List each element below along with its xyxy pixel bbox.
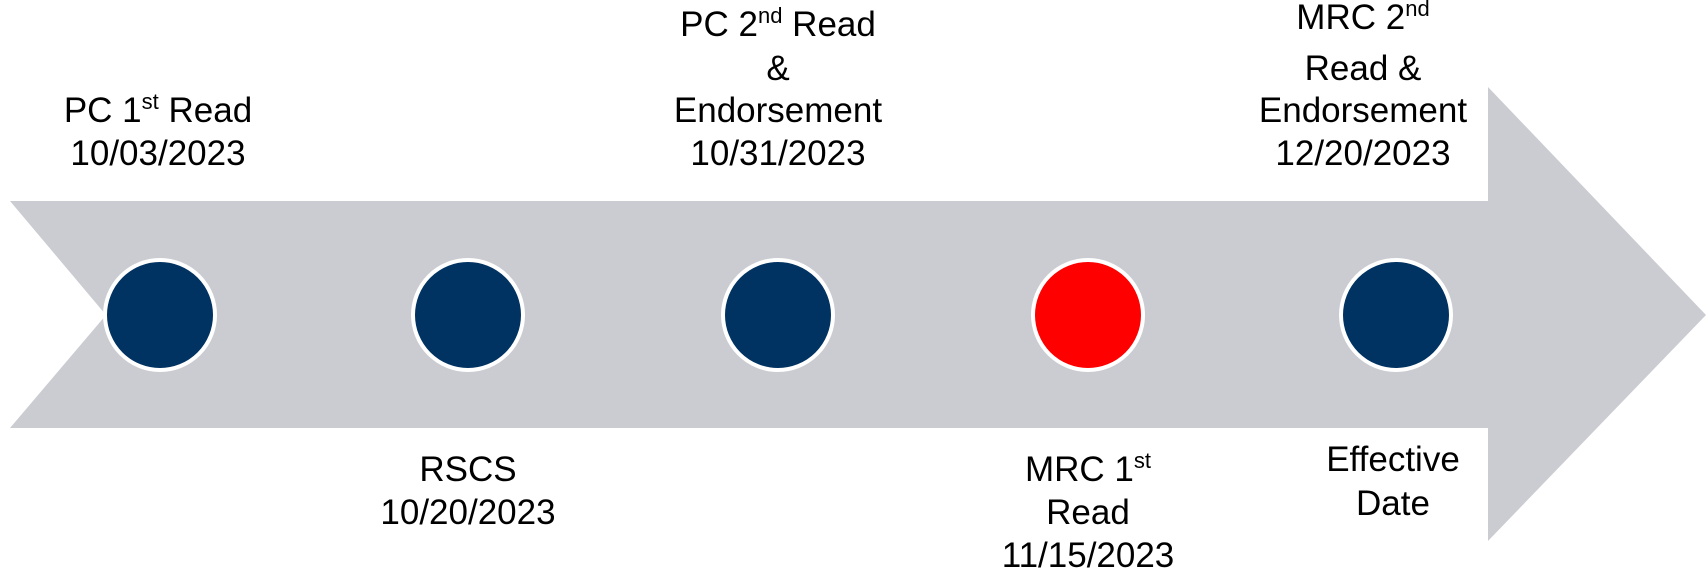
milestone-label: MRC 2nd — [1296, 0, 1429, 37]
milestone-label: Read & — [1305, 49, 1422, 88]
milestone-label: Endorsement — [674, 91, 882, 130]
label-text: 10/20/2023 — [380, 493, 555, 532]
label-text: 11/15/2023 — [1002, 536, 1175, 575]
milestone-label: PC 2nd Read — [680, 3, 876, 44]
milestone-dot — [103, 258, 217, 372]
label-text: Date — [1356, 484, 1430, 523]
label-text: Endorsement — [1259, 91, 1467, 130]
label-sup: nd — [1405, 0, 1429, 21]
label-sup: st — [1134, 448, 1151, 473]
milestone-label: 10/03/2023 — [70, 134, 245, 173]
milestone-label: & — [766, 49, 789, 88]
milestone-label: Read — [1046, 493, 1130, 532]
label-text: Effective — [1326, 440, 1460, 479]
milestone-dot — [721, 258, 835, 372]
milestone-dot — [1339, 258, 1453, 372]
timeline-arrow — [10, 87, 1706, 541]
milestone-label: MRC 1st — [1025, 448, 1151, 489]
label-text: 12/20/2023 — [1275, 134, 1450, 173]
label-text: & — [766, 49, 789, 88]
milestone-dot — [411, 258, 525, 372]
label-sup: st — [142, 89, 159, 114]
label-sup: nd — [758, 3, 782, 28]
milestone-label: 10/31/2023 — [690, 134, 865, 173]
milestone-label: Date — [1356, 484, 1430, 523]
label-text: MRC 2 — [1296, 0, 1405, 37]
milestone-label: Endorsement — [1259, 91, 1467, 130]
label-text: Endorsement — [674, 91, 882, 130]
label-text: 10/31/2023 — [690, 134, 865, 173]
milestone-label: 12/20/2023 — [1275, 134, 1450, 173]
milestone-label: PC 1st Read — [64, 89, 252, 130]
label-text: RSCS — [419, 450, 516, 489]
label-text: MRC 1 — [1025, 450, 1134, 489]
milestone-label: RSCS — [419, 450, 516, 489]
label-text: Read — [1046, 493, 1130, 532]
milestone-label: 11/15/2023 — [1002, 536, 1175, 575]
milestone-dot — [1031, 258, 1145, 372]
label-text: Read — [159, 91, 252, 130]
label-text: PC 1 — [64, 91, 142, 130]
milestone-label: 10/20/2023 — [380, 493, 555, 532]
label-text: Read — [782, 5, 875, 44]
label-text: Read & — [1305, 49, 1422, 88]
label-text: 10/03/2023 — [70, 134, 245, 173]
milestone-label: Effective — [1326, 440, 1460, 479]
label-text: PC 2 — [680, 5, 758, 44]
